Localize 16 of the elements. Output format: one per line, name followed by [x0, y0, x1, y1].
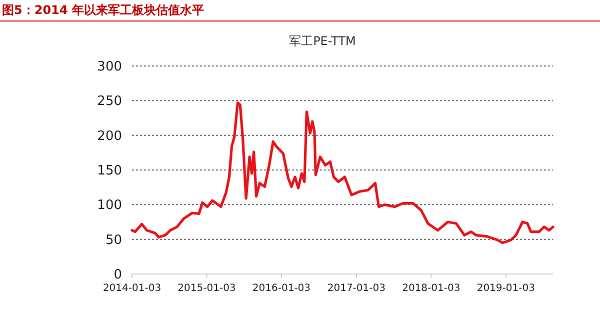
y-tick-label: 100 [97, 198, 122, 214]
line-series [130, 101, 554, 244]
chart-subtitle: 军工PE-TTM [289, 34, 356, 48]
y-tick-label: 150 [97, 164, 122, 179]
x-tick-label: 2018-01-03 [402, 283, 460, 294]
x-tick-label: 2019-01-03 [476, 283, 535, 294]
y-tick-label: 0 [114, 268, 122, 283]
x-tick-label: 2015-01-03 [178, 283, 236, 294]
y-tick-label: 250 [97, 94, 122, 110]
x-tick-label: 2016-01-03 [252, 283, 311, 294]
y-tick-label: 200 [97, 128, 122, 144]
x-tick-label: 2014-01-03 [102, 283, 162, 294]
y-tick-label: 50 [105, 232, 122, 248]
y-tick-label: 300 [97, 60, 122, 75]
chart-title: 图5：2014 年以来军工板块估值水平 [2, 3, 204, 17]
x-tick-label: 2017-01-03 [327, 283, 386, 294]
